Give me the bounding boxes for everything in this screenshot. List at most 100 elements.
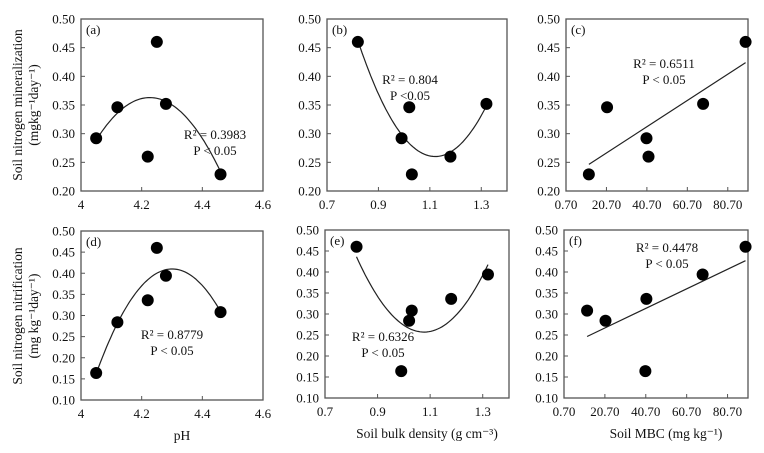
panel-f-data-point [581,304,594,317]
panel-c-xtick-label: 80.70 [713,197,742,212]
panel-b-data-point [395,132,408,145]
panel-b-xtick-label: 1.1 [422,197,438,212]
panel-f-ytick-label: 0.25 [535,328,558,343]
panel-c-data-point [642,150,655,163]
panel-c-ytick-label: 0.50 [537,12,560,27]
panel-b-xtick-label: 1.3 [473,197,489,212]
panel-b-data-point [480,97,493,110]
panel-f-trend-line [586,260,746,338]
panel-d-ytick-label: 0.50 [52,224,75,239]
panel-e-xtick-label: 0.9 [369,404,385,419]
panel-e-label: (e) [330,233,344,248]
panel-f-data-point [599,314,612,327]
panel-a-data-point [90,132,103,145]
panel-a-data-point [141,150,154,163]
panel-d-r2-annotation: R² = 0.8779 [141,327,203,342]
panel-d-ytick-label: 0.40 [52,266,75,281]
panel-a-r2-annotation: R² = 0.3983 [184,127,246,142]
panel-e-data-point [395,365,408,378]
panel-f-ytick-label: 0.45 [535,244,558,259]
panel-f-xtick-label: 40.70 [631,404,660,419]
panel-f-ytick-label: 0.50 [535,223,558,238]
panel-e-data-point [481,268,494,281]
panel-f-xtick-label: 80.70 [713,404,742,419]
panel-c-ytick-label: 0.45 [537,40,560,55]
panel-c-ytick-label: 0.20 [537,184,560,199]
panel-b-ytick-label: 0.25 [298,155,321,170]
panel-d-ytick-label: 0.15 [52,371,75,386]
panel-e-ytick-label: 0.50 [296,223,319,238]
panel-a-ytick-label: 0.25 [52,155,75,170]
panel-c-ytick-label: 0.30 [537,126,560,141]
panel-a-trend-line [95,96,222,172]
panel-e-data-point [445,292,458,305]
panel-d-ytick-label: 0.10 [52,393,75,408]
panel-d-ytick-label: 0.20 [52,350,75,365]
panel-a-ytick-label: 0.20 [52,184,75,199]
panel-c-ytick-label: 0.35 [537,98,560,113]
panel-e-ytick-label: 0.35 [296,286,319,301]
panel-a-xtick-label: 4.2 [134,197,150,212]
panel-a-data-point [159,97,172,110]
panel-c-xtick-label: 40.70 [632,197,661,212]
panel-a-y-axis-label: Soil nitrogen mineralization [10,29,25,181]
panel-e-ytick-label: 0.45 [296,244,319,259]
panel-e-x-axis-label: Soil bulk density (g cm⁻³) [356,426,498,441]
panel-c-p-annotation: P < 0.05 [642,72,685,87]
panel-d-ytick-label: 0.25 [52,329,75,344]
panel-c-data-point [739,35,752,48]
panel-f-r2-annotation: R² = 0.4478 [636,240,698,255]
panel-c-xtick-label: 0.70 [555,197,578,212]
panel-e-p-annotation: P < 0.05 [361,345,404,360]
panel-d-data-point [214,306,227,319]
panel-b-ytick-label: 0.20 [298,184,321,199]
panel-c-frame [565,18,749,192]
panel-f-ytick-label: 0.10 [535,391,558,406]
panel-b-xtick-label: 0.9 [370,197,386,212]
panel-f-ytick-label: 0.35 [535,286,558,301]
panel-a-ytick-label: 0.45 [52,40,75,55]
panel-d-xtick-label: 4 [78,406,85,421]
panel-d-xtick-label: 4.2 [134,406,150,421]
panel-e-ytick-label: 0.15 [296,370,319,385]
panel-a-ytick-label: 0.30 [52,126,75,141]
panel-a-xtick-label: 4 [78,197,85,212]
panel-f-data-point [696,268,709,281]
panel-c-ytick-label: 0.25 [537,155,560,170]
panel-b-label: (b) [332,22,347,37]
panel-f-xtick-label: 60.70 [672,404,701,419]
panel-f-ytick-label: 0.15 [535,370,558,385]
panel-e-data-point [403,314,416,327]
panel-d-label: (d) [86,234,101,249]
panel-b-ytick-label: 0.30 [298,126,321,141]
panel-c-ytick-label: 0.40 [537,69,560,84]
panel-d-xtick-label: 4.6 [255,406,272,421]
panel-d-ytick-label: 0.35 [52,287,75,302]
panel-d-data-point [90,366,103,379]
panel-b-data-point [405,168,418,181]
panel-b-xtick-label: 0.7 [319,197,336,212]
panel-a-data-point [150,35,163,48]
panel-b-data-point [351,35,364,48]
panel-f-x-axis-label: Soil MBC (mg kg⁻¹) [610,426,723,441]
panel-a-xtick-label: 4.4 [194,197,211,212]
panel-c-data-point [697,97,710,110]
panel-e-data-point [405,304,418,317]
panel-d-data-point [111,316,124,329]
panel-e-xtick-label: 0.7 [317,404,334,419]
panel-d-p-annotation: P < 0.05 [150,343,193,358]
panel-d-data-point [141,294,154,307]
panel-e-r2-annotation: R² = 0.6326 [352,329,415,344]
panel-e-frame [324,229,510,399]
panel-e-ytick-label: 0.30 [296,307,319,322]
panel-e-ytick-label: 0.40 [296,265,319,280]
panel-c-data-point [582,168,595,181]
panel-e-trend-line [355,256,489,333]
panel-f-ytick-label: 0.20 [535,349,558,364]
panel-e-ytick-label: 0.20 [296,349,319,364]
panel-d-ytick-label: 0.45 [52,245,75,260]
panel-c-data-point [601,101,614,114]
panel-f-data-point [639,365,652,378]
panel-d-x-axis-label: pH [174,428,191,443]
